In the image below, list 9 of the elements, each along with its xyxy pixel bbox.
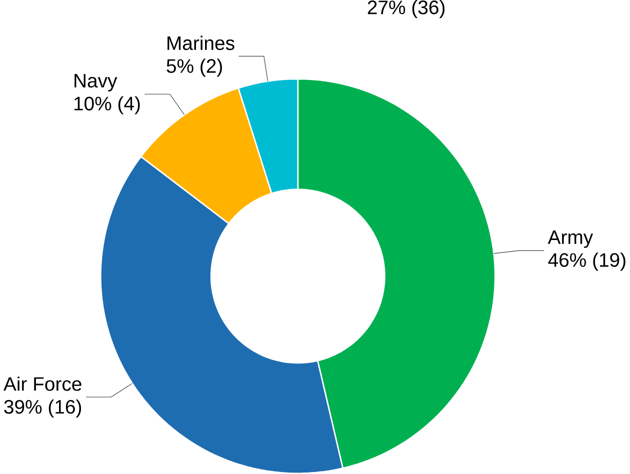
slice-label: Army [548, 230, 594, 248]
slice-label: Marines [168, 36, 234, 50]
data-label: 39% (16) [4, 399, 82, 418]
text: 27% (36) [368, 0, 444, 18]
slice-label: Air Force [3, 376, 82, 391]
data-label: 46% (19) [548, 252, 626, 271]
slice-label: Navy [74, 74, 118, 92]
data-label: 10% (4) [74, 96, 140, 114]
data-label: 5% (2) [166, 58, 222, 77]
